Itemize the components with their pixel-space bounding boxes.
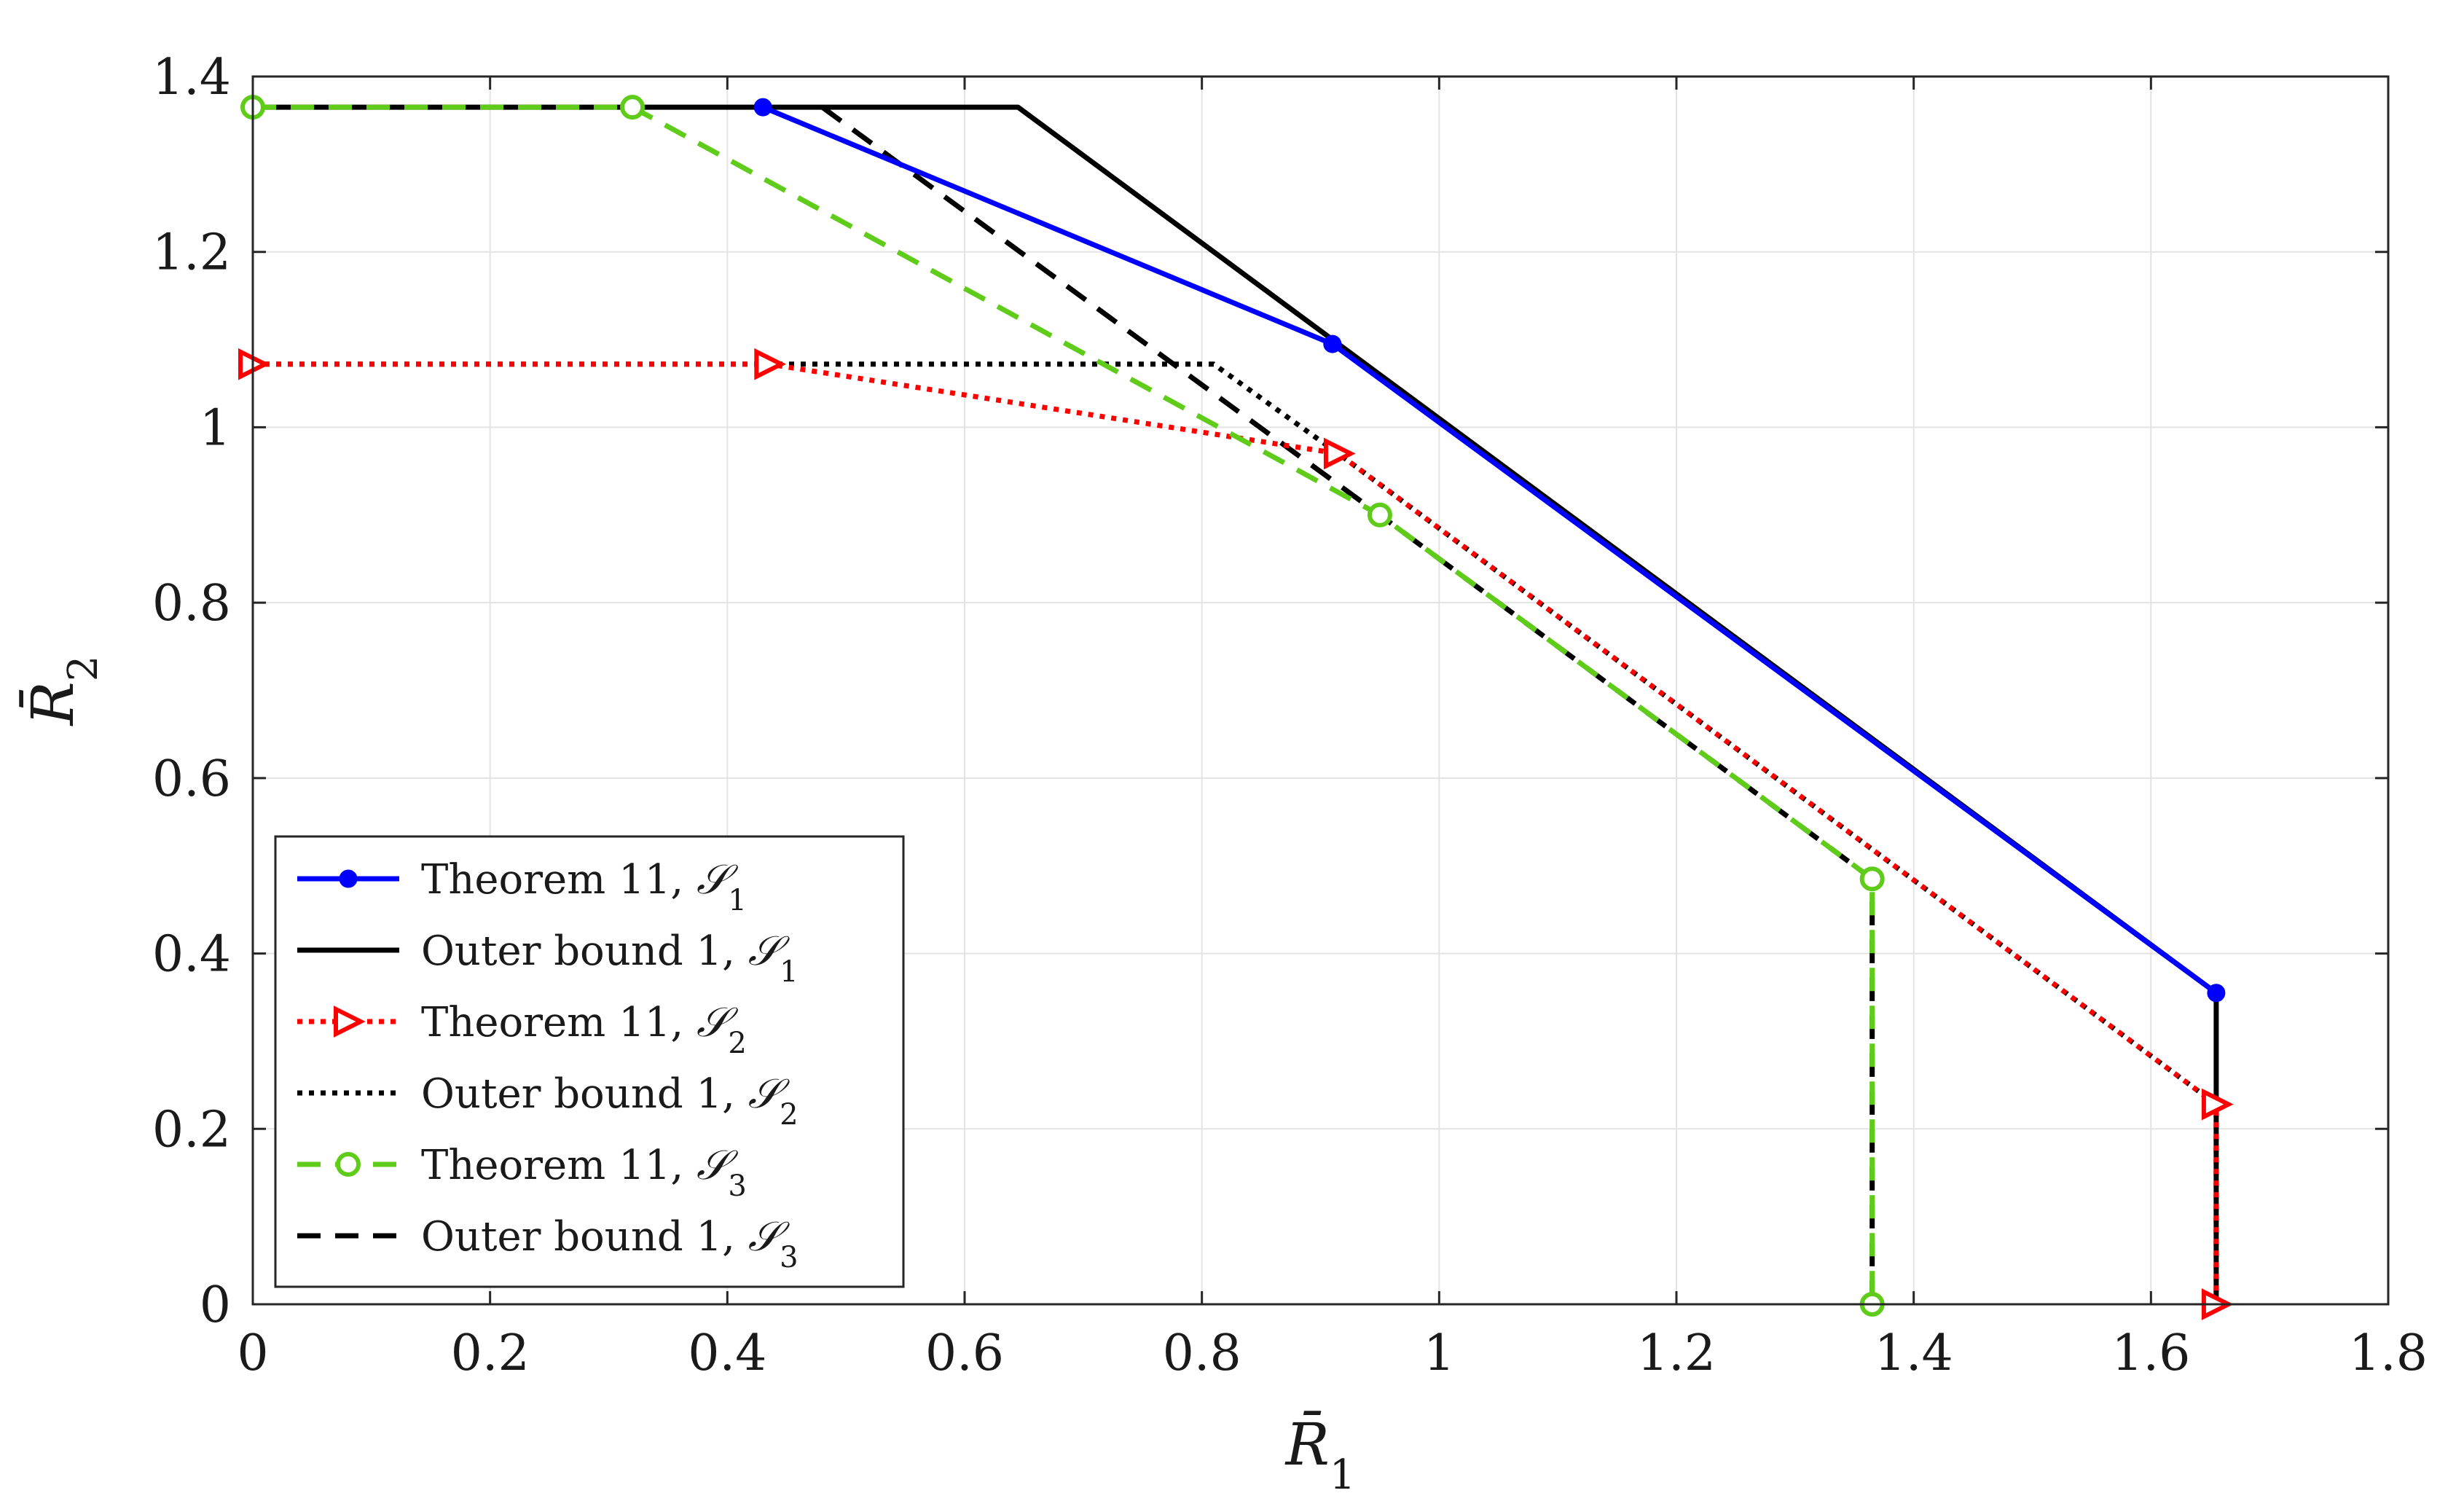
legend-label-text: Theorem 11, [421,1142,697,1189]
legend-label-text: Theorem 11, [421,856,697,904]
series-marker [2207,984,2226,1003]
legend-entry: Outer bound 1, 𝒮2 [297,1070,799,1132]
legend-label: Outer bound 1, 𝒮2 [421,1070,799,1132]
x-tick-label: 0.4 [688,1325,766,1382]
x-tick-label: 1 [1424,1325,1455,1382]
legend-entry: Theorem 11, 𝒮1 [297,856,747,917]
legend-entry: Theorem 11, 𝒮2 [297,999,747,1060]
series-marker [2201,1088,2234,1121]
y-tick-label: 1.4 [152,49,231,106]
axis-ticks: 0 0.2 0.4 0.6 0.8 1 1.2 1.4 1.6 1.8 0 0.2 0.4 0.6 0.8 1… [152,49,2428,1382]
x-tick-label: 1.4 [1875,1325,1953,1382]
x-axis-label: R̄1 [1284,1410,1356,1498]
legend-label-text: Outer bound 1, [421,928,748,975]
series-marker [754,348,787,380]
legend-label: Theorem 11, 𝒮2 [421,999,747,1060]
series-marker [1367,502,1392,528]
series-marker [1859,866,1885,892]
series-marker [1323,437,1356,470]
x-tick-label: 1.6 [2111,1325,2190,1382]
legend-label-subscript: 3 [728,1169,746,1203]
x-tick-label: 1.8 [2349,1325,2428,1382]
legend-label: Outer bound 1, 𝒮3 [421,1213,799,1274]
legend-label-subscript: 1 [780,955,798,989]
legend-label-text: Theorem 11, [421,999,697,1046]
x-tick-label: 0.2 [451,1325,530,1382]
legend-label-subscript: 1 [728,884,746,917]
y-axis-label-main: R̄ [18,681,87,726]
series-marker [336,1152,361,1177]
series-marker [334,1006,366,1038]
legend-label-subscript: 3 [780,1241,798,1274]
legend-label-subscript: 2 [780,1098,798,1132]
y-tick-label: 0.6 [152,750,231,808]
legend-entry: Outer bound 1, 𝒮3 [297,1213,799,1274]
series-marker [753,98,772,117]
legend-box [274,835,905,1288]
y-tick-label: 0 [200,1277,231,1334]
series-marker [620,95,646,120]
series-marker [1323,334,1342,353]
y-tick-label: 0.4 [152,926,231,984]
legend-label-text: Outer bound 1, [421,1070,748,1118]
y-tick-label: 0.8 [152,575,231,632]
y-tick-label: 1.2 [152,224,231,282]
y-tick-label: 0.2 [152,1101,231,1159]
plot-frame [251,75,2390,1306]
legend-label-subscript: 2 [728,1027,746,1060]
series-layer [238,95,2234,1320]
x-tick-label: 0 [237,1325,268,1382]
x-tick-label: 0.8 [1163,1325,1241,1382]
series-line [253,361,2219,1304]
y-tick-label: 1 [200,399,231,457]
x-axis-label-main: R̄ [1284,1410,1330,1478]
x-tick-label: 1.2 [1637,1325,1716,1382]
y-axis-label-subscript: 2 [60,656,107,682]
y-axis-label: R̄2 [18,656,106,727]
legend-label: Theorem 11, 𝒮1 [421,856,747,917]
series-marker [339,869,358,888]
legend-label-text: Outer bound 1, [421,1213,748,1261]
x-tick-label: 0.6 [925,1325,1004,1382]
x-axis-label-subscript: 1 [1330,1451,1356,1499]
